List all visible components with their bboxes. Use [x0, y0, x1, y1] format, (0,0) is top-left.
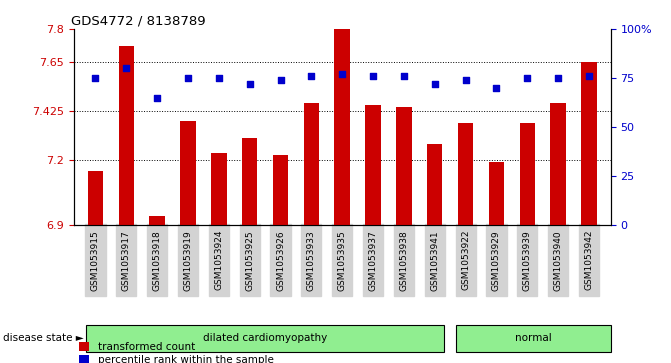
Bar — [180, 121, 196, 225]
Bar — [550, 103, 566, 225]
Point — [183, 75, 193, 81]
Point — [244, 81, 255, 87]
Point — [275, 77, 286, 83]
Text: GDS4772 / 8138789: GDS4772 / 8138789 — [71, 15, 206, 28]
Point — [121, 65, 132, 71]
Bar — [519, 123, 535, 225]
Point — [491, 85, 502, 91]
Bar — [365, 105, 380, 225]
Bar — [211, 153, 227, 225]
Bar — [273, 155, 289, 225]
Point — [306, 73, 317, 79]
Point — [152, 95, 162, 101]
Bar — [88, 171, 103, 225]
Text: disease state ►: disease state ► — [3, 334, 84, 343]
Point — [213, 75, 224, 81]
Point — [337, 71, 348, 77]
Point — [522, 75, 533, 81]
Point — [584, 73, 595, 79]
Point — [368, 73, 378, 79]
Bar — [581, 62, 597, 225]
Point — [90, 75, 101, 81]
Bar — [458, 123, 473, 225]
Point — [553, 75, 564, 81]
Bar — [488, 162, 504, 225]
Bar — [427, 144, 442, 225]
Point — [429, 81, 440, 87]
Text: dilated cardiomyopathy: dilated cardiomyopathy — [203, 334, 327, 343]
Bar — [242, 138, 258, 225]
Bar — [304, 103, 319, 225]
Bar — [335, 29, 350, 225]
Text: normal: normal — [515, 334, 552, 343]
Bar — [396, 107, 411, 225]
Point — [460, 77, 471, 83]
Point — [399, 73, 409, 79]
Legend: transformed count, percentile rank within the sample: transformed count, percentile rank withi… — [79, 342, 274, 363]
Bar — [150, 216, 165, 225]
Bar — [119, 46, 134, 225]
